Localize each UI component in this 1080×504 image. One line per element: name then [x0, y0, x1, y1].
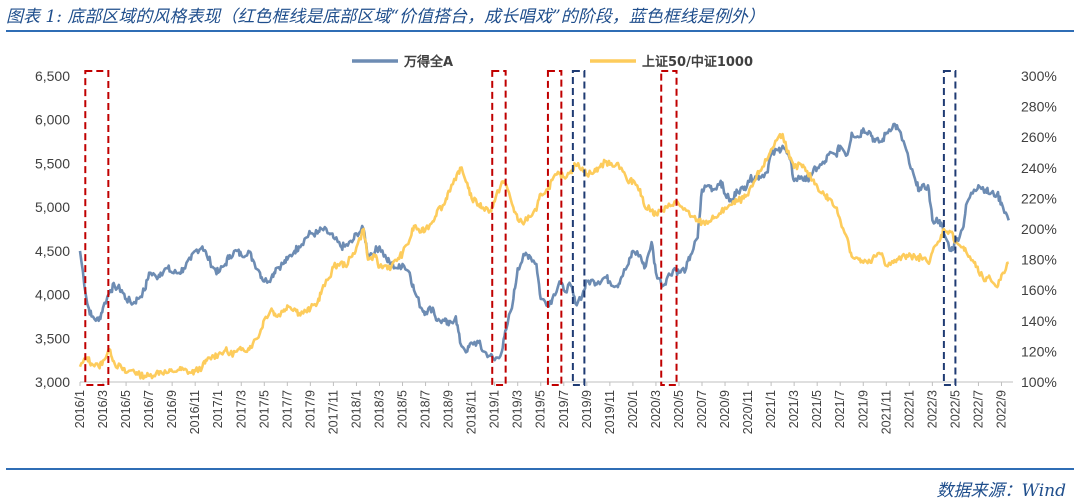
y-left-tick-label: 3,500 [35, 330, 70, 346]
x-tick-label: 2016/11 [188, 390, 202, 434]
x-tick-label: 2022/9 [994, 390, 1008, 428]
red-dashed-box [546, 70, 563, 386]
x-tick-label: 2021/7 [833, 390, 847, 428]
x-tick-label: 2021/9 [856, 390, 870, 428]
y-right-tick-label: 240% [1021, 160, 1057, 176]
y-right-tick-label: 220% [1021, 190, 1057, 206]
blue-dashed-box [571, 70, 586, 386]
x-tick-label: 2016/9 [165, 390, 179, 428]
y-left-tick-label: 5,000 [35, 199, 70, 215]
y-axis-right: 100% 120% 140% 160% 180% 200% 220% 240% 260% 280%… [1021, 68, 1057, 390]
y-left-tick-label: 4,500 [35, 243, 70, 259]
x-tick-label: 2020/1 [626, 390, 640, 428]
y-right-tick-label: 160% [1021, 282, 1057, 298]
x-tick-label: 2020/7 [695, 390, 709, 428]
x-tick-label: 2017/7 [280, 390, 294, 428]
x-tick-label: 2022/1 [902, 390, 916, 428]
annotation-boxes [84, 70, 957, 386]
x-tick-label: 2017/11 [326, 390, 340, 434]
y-right-tick-label: 200% [1021, 221, 1057, 237]
line-chart: 3,000 3,500 4,000 4,500 5,000 5,500 6,000 6,500… [35, 54, 1057, 434]
y-left-tick-label: 6,500 [35, 68, 70, 84]
series-line-1 [78, 132, 1009, 380]
y-right-tick-label: 100% [1021, 374, 1057, 390]
x-tick-label: 2021/11 [879, 390, 893, 434]
x-tick-label: 2018/3 [372, 390, 386, 428]
x-axis: 2016/1 2016/3 2016/5 2016/7 2016/9 2016/11 201… [73, 381, 1013, 434]
x-tick-label: 2019/11 [603, 390, 617, 434]
bottom-rule [6, 468, 1074, 470]
chart-title: 图表 1: 底部区域的风格表现（红色框线是底部区域“价值搭台，成长唱戏”的阶段，… [6, 7, 765, 27]
y-right-tick-label: 140% [1021, 313, 1057, 329]
x-tick-label: 2016/1 [73, 390, 87, 428]
x-tick-label: 2021/5 [810, 390, 824, 428]
x-tick-label: 2018/11 [465, 390, 479, 434]
y-right-tick-label: 120% [1021, 343, 1057, 359]
x-tick-label: 2020/9 [718, 390, 732, 428]
x-tick-label: 2022/7 [971, 390, 985, 428]
x-tick-label: 2019/9 [580, 390, 594, 428]
source-note: 数据来源：Wind [936, 481, 1066, 501]
x-tick-label: 2018/5 [396, 390, 410, 428]
x-tick-label: 2017/5 [257, 390, 271, 428]
y-right-tick-label: 300% [1021, 68, 1057, 84]
x-tick-label: 2021/1 [764, 390, 778, 428]
x-tick-label: 2022/3 [925, 390, 939, 428]
x-tick-label: 2016/7 [142, 390, 156, 428]
series-line-0 [78, 122, 1010, 362]
x-tick-label: 2019/3 [511, 390, 525, 428]
top-rule [6, 30, 1074, 32]
blue-dashed-box [942, 70, 957, 386]
red-dashed-box [491, 70, 507, 386]
legend-label-sz50-csi1000: 上证50/中证1000 [642, 54, 753, 70]
x-tick-label: 2019/5 [534, 390, 548, 428]
x-tick-label: 2022/5 [948, 390, 962, 428]
y-right-tick-label: 280% [1021, 99, 1057, 115]
x-tick-label: 2017/3 [234, 390, 248, 428]
y-left-tick-label: 5,500 [35, 155, 70, 171]
legend: 万得全A 上证50/中证1000 [352, 54, 753, 70]
x-tick-label: 2016/5 [119, 390, 133, 428]
x-tick-label: 2019/7 [557, 390, 571, 428]
x-tick-label: 2019/1 [488, 390, 502, 428]
y-right-tick-label: 260% [1021, 129, 1057, 145]
series-layer [78, 122, 1010, 380]
x-tick-label: 2020/3 [649, 390, 663, 428]
x-tick-label: 2018/7 [419, 390, 433, 428]
red-dashed-box [84, 70, 110, 386]
x-tick-label: 2017/9 [303, 390, 317, 428]
red-dashed-box [660, 70, 678, 386]
x-tick-label: 2016/3 [96, 390, 110, 428]
y-axis-left: 3,000 3,500 4,000 4,500 5,000 5,500 6,000 6,500 [35, 68, 70, 390]
x-tick-label: 2017/1 [211, 390, 225, 428]
y-left-tick-label: 4,000 [35, 287, 70, 303]
x-tick-label: 2018/9 [442, 390, 456, 428]
y-left-tick-label: 6,000 [35, 112, 70, 128]
x-tick-label: 2018/1 [349, 390, 363, 428]
x-tick-label: 2020/5 [672, 390, 686, 428]
y-left-tick-label: 3,000 [35, 374, 70, 390]
x-tick-label: 2021/3 [787, 390, 801, 428]
legend-label-wind-a: 万得全A [403, 54, 453, 70]
x-tick-label: 2020/11 [741, 390, 755, 434]
y-right-tick-label: 180% [1021, 252, 1057, 268]
